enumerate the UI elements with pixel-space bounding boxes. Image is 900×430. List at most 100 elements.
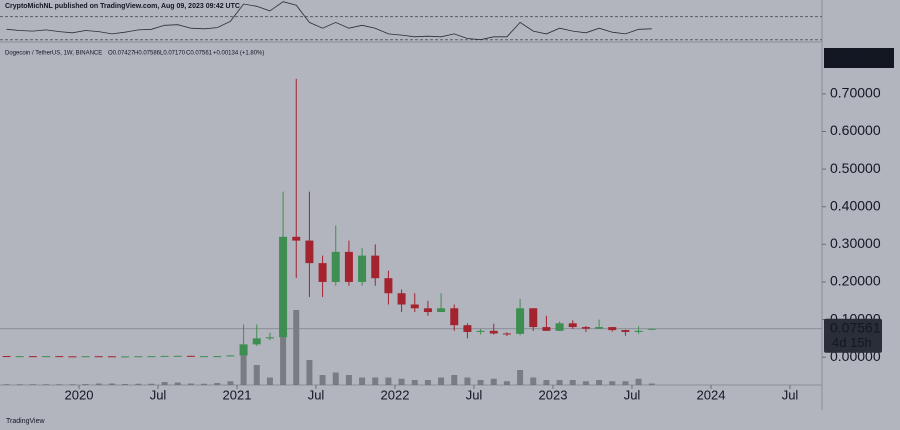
volume-bar — [372, 377, 379, 385]
candle-body — [634, 330, 643, 332]
volume-bar — [266, 377, 273, 385]
volume-bar — [424, 380, 431, 385]
candle-body — [68, 356, 77, 358]
volume-bar — [201, 383, 208, 385]
volume-bar — [596, 380, 603, 385]
rsi-line — [6, 1, 652, 41]
volume-bar — [569, 380, 576, 385]
candle-body — [450, 308, 459, 326]
y-tick-label: 0.60000 — [830, 122, 881, 138]
candle-body — [621, 330, 630, 332]
candle-body — [410, 304, 419, 309]
candle-body — [437, 308, 446, 313]
volume-bar — [530, 377, 537, 385]
volume-bar — [648, 383, 655, 385]
candle-body — [160, 355, 169, 357]
candle-body — [344, 251, 353, 282]
footer-logo: TradingView — [6, 418, 45, 425]
candle-body — [529, 308, 538, 328]
candle-body — [397, 293, 406, 305]
candle-body — [331, 251, 340, 282]
volume-bar — [451, 375, 458, 385]
volume-bar — [29, 384, 36, 385]
volume-bar — [543, 380, 550, 385]
candle-body — [200, 356, 209, 358]
volume-bar — [187, 383, 194, 385]
candle-body — [121, 356, 130, 358]
x-tick-label: Jul — [466, 387, 483, 402]
candle-body — [147, 356, 156, 358]
legend-header: Dogecoin / TetherUS, 1W, BINANCE O0.0742… — [5, 51, 264, 57]
volume-bar — [43, 384, 50, 385]
candle-body — [107, 356, 116, 358]
volume-bar — [490, 378, 497, 385]
x-tick-label: Jul — [150, 387, 167, 402]
currency-box — [824, 48, 894, 68]
candle-body — [318, 263, 327, 282]
volume-bar — [174, 382, 181, 385]
change-label: +0.00134 (+1.80%) — [213, 51, 264, 57]
volume-bar — [517, 370, 524, 385]
volume-bar — [385, 377, 392, 385]
candle-body — [279, 236, 288, 338]
candle-body — [305, 240, 314, 264]
open-label: O0.07427 — [108, 51, 135, 57]
candle-body — [134, 356, 143, 358]
candle-body — [15, 356, 24, 358]
candle-body — [252, 338, 261, 345]
candle-body — [581, 327, 590, 329]
candle-body — [265, 337, 274, 339]
candle-body — [423, 308, 432, 313]
volume-bar — [161, 382, 168, 385]
volume-bar — [503, 381, 510, 385]
high-label: H0.07586 — [134, 51, 161, 57]
volume-bar — [622, 381, 629, 385]
candle-body — [239, 344, 248, 356]
volume-bar — [280, 322, 287, 385]
y-tick-label: 0.30000 — [830, 235, 881, 251]
volume-bar — [240, 355, 247, 385]
x-tick-label: 2022 — [381, 387, 410, 402]
volume-bar — [464, 377, 471, 385]
candle-body — [463, 325, 472, 332]
candle-body — [371, 255, 380, 279]
x-tick-label: 2024 — [697, 387, 726, 402]
volume-bar — [319, 375, 326, 385]
volume-bar — [82, 384, 89, 385]
candle-body — [595, 327, 604, 329]
volume-bar — [69, 384, 76, 385]
volume-bar — [122, 384, 129, 385]
volume-bar — [214, 383, 221, 385]
x-tick-label: Jul — [624, 387, 641, 402]
y-tick-label: 0.50000 — [830, 160, 881, 176]
candle-body — [502, 333, 511, 335]
y-tick-label: 0.40000 — [830, 197, 881, 213]
candle-body — [555, 323, 564, 331]
x-tick-label: 2020 — [65, 387, 94, 402]
x-tick-label: Jul — [782, 387, 799, 402]
volume-bar — [227, 381, 234, 385]
candle-body — [94, 356, 103, 358]
candle-body — [542, 327, 551, 331]
low-label: L0.07170 — [160, 51, 186, 57]
plot-area — [0, 1, 822, 385]
volume-bar — [477, 380, 484, 385]
candle-body — [568, 323, 577, 328]
volume-bar — [306, 360, 313, 385]
close-label: C0.07561 — [186, 51, 213, 57]
volume-bar — [253, 365, 260, 385]
currency: USDT — [830, 49, 869, 65]
volume-bar — [438, 377, 445, 385]
volume-bar — [609, 381, 616, 385]
x-tick-label: 2021 — [223, 387, 252, 402]
candle-body — [173, 355, 182, 357]
volume-bar — [293, 310, 300, 385]
x-tick-label: 2023 — [539, 387, 568, 402]
candle-body — [358, 255, 367, 282]
publisher-note: CryptoMichNL published on TradingView.co… — [5, 3, 240, 10]
y-tick-label: 0.20000 — [830, 273, 881, 289]
y-tick-label: 0.70000 — [830, 85, 881, 101]
